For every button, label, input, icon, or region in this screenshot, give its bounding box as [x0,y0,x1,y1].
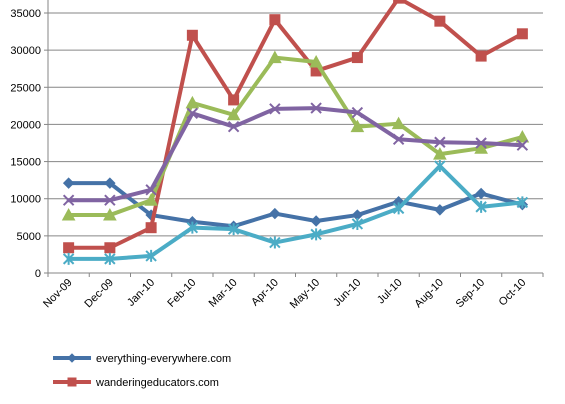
data-point [104,252,116,265]
series-3 [61,50,530,221]
data-point [62,252,75,265]
x-tick-label: Apr-10 [249,277,281,309]
data-point [433,147,447,160]
data-point [475,200,487,213]
data-point [186,29,198,41]
x-tick-label: Sep-10 [454,277,488,311]
x-tick-label: Aug-10 [412,277,446,311]
data-point [145,249,157,262]
y-axis-tick-labels: 0 5000 10000 15000 20000 25000 30000 35000 [10,8,41,280]
y-tick-label: 35000 [10,8,41,20]
y-tick-label: 20000 [10,119,41,131]
x-tick-label: Nov-09 [41,277,75,311]
data-point [310,215,322,227]
data-point [309,54,323,68]
data-point [351,106,364,119]
data-point [186,221,199,234]
data-point [392,133,405,145]
data-point [475,187,487,200]
data-point [62,194,75,206]
data-point [61,208,76,221]
series-layer [61,0,530,265]
data-point [310,228,322,241]
series-line [66,0,525,250]
data-point [434,204,446,216]
data-point [103,208,117,221]
data-point [227,223,240,236]
series-line [66,164,525,261]
data-point [228,94,240,106]
x-tick-label: Oct-10 [497,277,529,309]
data-point [63,242,75,254]
data-point [145,222,157,234]
x-tick-label: May-10 [288,277,322,311]
data-point [145,184,157,196]
series-line [66,181,525,229]
x-axis-tick-labels: Nov-09 Dec-09 Jan-10 Feb-10 Mar-10 Apr-10 May-… [41,277,528,311]
data-point [393,0,405,4]
legend-entry: everything-everywhere.com [53,353,231,365]
series-line [66,55,525,218]
data-point [392,202,405,215]
data-point [434,160,446,173]
data-point [227,120,240,133]
data-point [434,136,446,148]
data-point [310,102,322,114]
data-point [144,193,158,206]
series-2 [63,0,528,254]
legend-entry: wanderingeducators.com [53,377,219,389]
data-point [516,139,529,151]
y-tick-label: 5000 [17,231,41,243]
data-point [474,141,488,154]
data-point [269,103,281,115]
data-point [350,119,365,133]
legend-label: wanderingeducators.com [95,377,219,389]
x-tick-label: Jun-10 [331,277,363,309]
data-point [62,177,75,189]
series-line [66,106,525,203]
data-point [475,137,487,149]
x-tick-label: Jul-10 [375,277,405,307]
data-point [475,50,487,62]
data-point [186,107,199,119]
data-point [268,50,282,64]
data-point [515,130,530,143]
x-tick-label: Jan-10 [125,277,157,309]
y-tick-label: 0 [35,268,41,280]
data-point [391,116,406,130]
x-tick-label: Feb-10 [165,277,198,310]
legend: everything-everywhere.com wanderingeducat… [53,353,231,389]
legend-label: everything-everywhere.com [96,353,231,365]
data-point [269,236,281,249]
data-point [351,52,363,64]
y-tick-label: 10000 [10,194,41,206]
data-point [104,194,116,206]
y-tick-label: 25000 [10,82,41,94]
x-tick-label: Dec-09 [82,277,116,311]
data-point [434,15,446,27]
data-point [104,177,116,189]
data-point [104,242,116,254]
data-point [516,196,529,209]
legend-marker [67,353,77,363]
y-tick-label: 15000 [10,157,41,169]
data-point [516,28,528,40]
y-tick-label: 30000 [10,45,41,57]
data-point [269,207,281,220]
data-point [185,95,200,109]
x-tick-label: Mar-10 [207,277,240,310]
legend-marker [67,377,77,387]
data-point [226,107,241,121]
series-5 [62,160,529,265]
data-point [351,217,364,230]
series-4 [62,102,529,206]
data-point [269,14,281,26]
axes [44,0,544,277]
